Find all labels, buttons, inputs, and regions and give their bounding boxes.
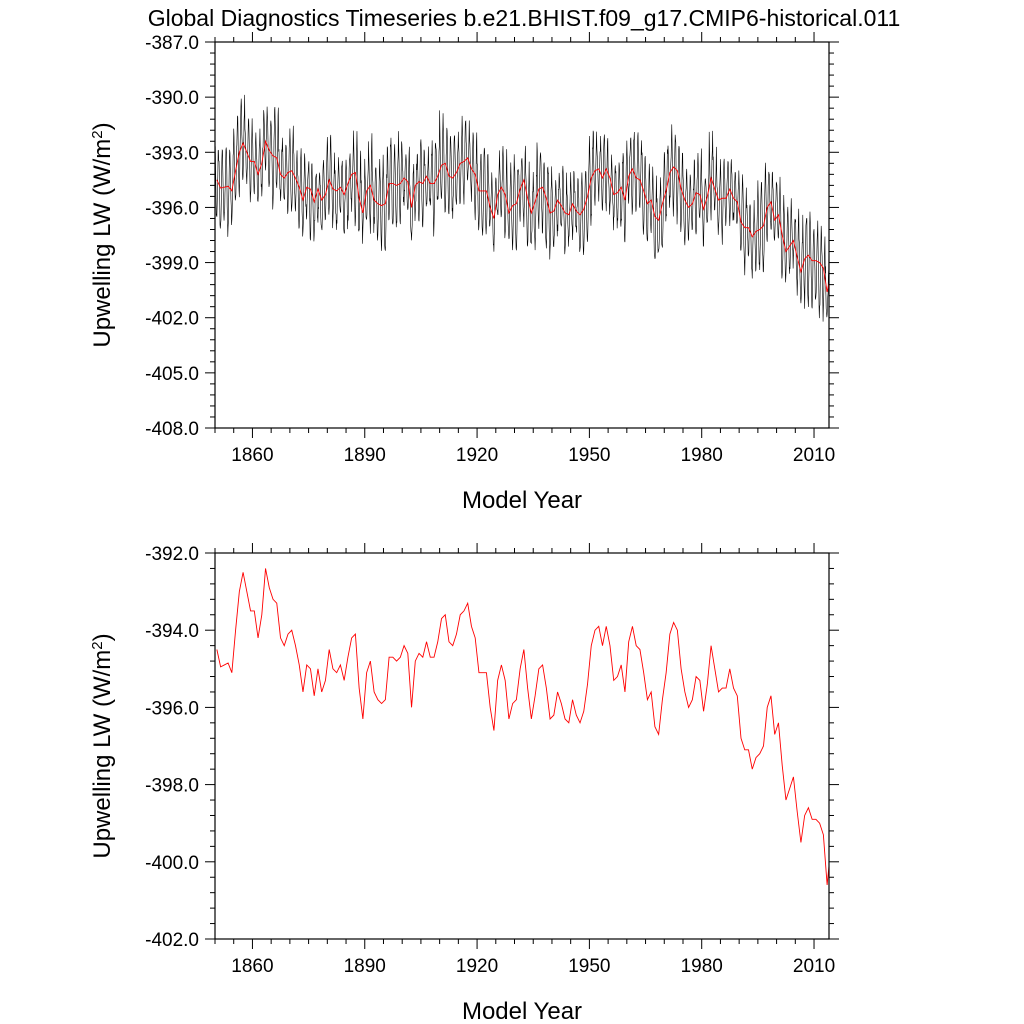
y-tick-label: -405.0 xyxy=(145,364,199,385)
y-tick-label: -394.0 xyxy=(145,621,199,642)
panel-annual-mean: 1860 1890 1920 1950 1980 2010 -392.0 -394.0 -396… xyxy=(89,543,839,1024)
panel-monthly-and-annual: 1860 1890 1920 1950 1980 2010 -387.0 -390.0 -393… xyxy=(89,32,839,514)
x-tick-label: 1980 xyxy=(681,445,723,466)
series-monthly-line xyxy=(215,94,829,322)
series-annual-line xyxy=(216,139,829,293)
x-tick-label: 1890 xyxy=(344,956,386,977)
x-tick-label: 1980 xyxy=(681,956,723,977)
y-tick-label: -398.0 xyxy=(145,776,199,797)
plot-frame xyxy=(214,552,830,940)
y-tick-label: -400.0 xyxy=(145,853,199,874)
x-tick-label: 1890 xyxy=(344,445,386,466)
y-axis-label: Upwelling LW (W/m2) xyxy=(89,633,117,858)
y-tick-label: -402.0 xyxy=(145,930,199,951)
y-tick-label: -390.0 xyxy=(145,88,199,109)
y-tick-label: -393.0 xyxy=(145,143,199,164)
x-tick-label: 1920 xyxy=(456,956,498,977)
y-tick-label: -396.0 xyxy=(145,198,199,219)
y-tick-label: -399.0 xyxy=(145,254,199,275)
x-tick-label: 2010 xyxy=(793,445,835,466)
x-axis-label: Model Year xyxy=(462,487,582,514)
x-tick-label: 1950 xyxy=(568,445,610,466)
x-tick-label: 1860 xyxy=(231,445,273,466)
plot-frame xyxy=(214,41,830,429)
series-annual-line xyxy=(216,568,829,886)
y-tick-label: -408.0 xyxy=(145,419,199,440)
x-tick-label: 1950 xyxy=(568,956,610,977)
figure-title: Global Diagnostics Timeseries b.e21.BHIS… xyxy=(148,5,901,31)
x-axis-label: Model Year xyxy=(462,998,582,1024)
x-tick-label: 2010 xyxy=(793,956,835,977)
y-tick-label: -392.0 xyxy=(145,544,199,565)
x-tick-label: 1920 xyxy=(456,445,498,466)
y-tick-label: -396.0 xyxy=(145,698,199,719)
y-tick-label: -387.0 xyxy=(145,33,199,54)
y-tick-label: -402.0 xyxy=(145,309,199,330)
x-tick-label: 1860 xyxy=(231,956,273,977)
y-axis-label: Upwelling LW (W/m2) xyxy=(89,122,117,347)
